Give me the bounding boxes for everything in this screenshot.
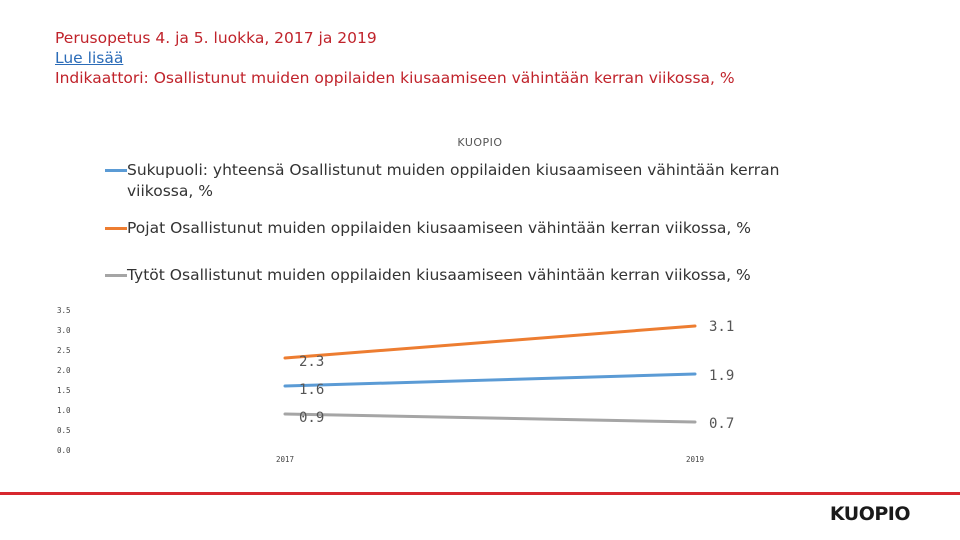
kuopio-logo: KUOPIO xyxy=(829,503,911,525)
data-label: 1.9 xyxy=(709,368,734,384)
legend-label-total: Sukupuoli: yhteensä Osallistunut muiden … xyxy=(127,161,780,200)
read-more-link[interactable]: Lue lisää xyxy=(55,49,124,67)
x-tick-label: 2019 xyxy=(686,455,704,464)
y-tick-label: 0.5 xyxy=(57,426,71,435)
data-point xyxy=(693,324,697,328)
y-tick-label: 3.5 xyxy=(57,306,71,315)
series-line-1 xyxy=(284,324,696,360)
footer-divider xyxy=(0,492,960,495)
data-point xyxy=(283,412,287,416)
series-line-2 xyxy=(284,412,696,424)
legend-swatch-total xyxy=(105,169,127,172)
data-point xyxy=(283,384,287,388)
legend-swatch-girls xyxy=(105,274,127,277)
legend-label-girls: Tytöt Osallistunut muiden oppilaiden kiu… xyxy=(127,266,751,284)
line-chart: 0.0 0.5 1.0 1.5 2.0 2.5 3.0 3.5 2017 2019 1.6 1.9 2.… xyxy=(57,306,734,464)
page-title: Perusopetus 4. ja 5. luokka, 2017 ja 201… xyxy=(55,29,377,47)
legend-item-boys: Pojat Osallistunut muiden oppilaiden kiu… xyxy=(105,218,751,239)
data-label: 3.1 xyxy=(709,319,734,335)
chart-title: KUOPIO xyxy=(457,136,503,149)
data-label: 1.6 xyxy=(299,382,324,398)
header: Perusopetus 4. ja 5. luokka, 2017 ja 201… xyxy=(55,28,735,88)
series-line-0 xyxy=(284,372,696,388)
data-point xyxy=(693,420,697,424)
data-point xyxy=(283,356,287,360)
y-tick-label: 0.0 xyxy=(57,446,71,455)
data-label: 0.7 xyxy=(709,416,734,432)
data-label: 2.3 xyxy=(299,354,324,370)
legend-item-total: Sukupuoli: yhteensä Osallistunut muiden … xyxy=(105,160,847,202)
y-tick-label: 3.0 xyxy=(57,326,71,335)
data-label: 0.9 xyxy=(299,410,324,426)
x-tick-label: 2017 xyxy=(276,455,294,464)
legend-label-boys: Pojat Osallistunut muiden oppilaiden kiu… xyxy=(127,219,752,237)
indicator-text: Indikaattori: Osallistunut muiden oppila… xyxy=(55,69,735,87)
data-point xyxy=(693,372,697,376)
legend-swatch-boys xyxy=(105,227,127,230)
y-tick-label: 1.5 xyxy=(57,386,71,395)
y-tick-label: 1.0 xyxy=(57,406,71,415)
y-tick-label: 2.0 xyxy=(57,366,71,375)
y-tick-label: 2.5 xyxy=(57,346,71,355)
legend-item-girls: Tytöt Osallistunut muiden oppilaiden kiu… xyxy=(105,265,751,286)
